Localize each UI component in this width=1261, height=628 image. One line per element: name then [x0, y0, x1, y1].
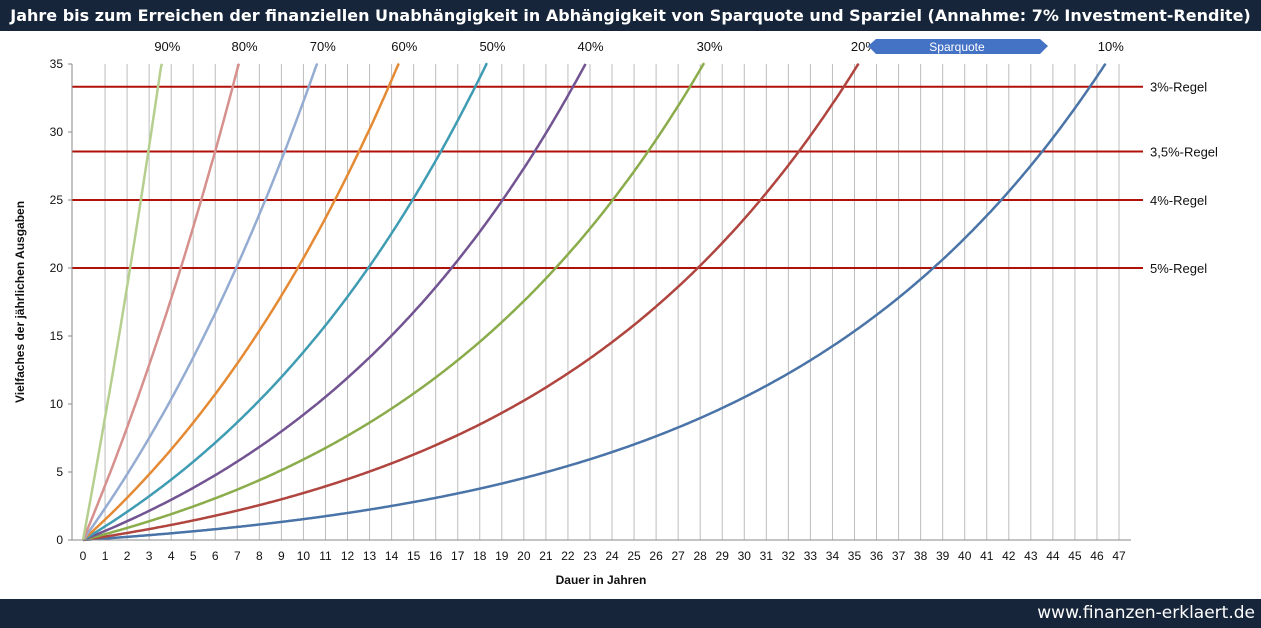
series-label: 90%: [154, 39, 180, 54]
x-tick-label: 6: [212, 549, 219, 563]
x-tick-label: 24: [605, 549, 619, 563]
series-line-40pct: [82, 63, 587, 542]
y-tick-label: 25: [50, 193, 64, 207]
series-line-70pct: [81, 62, 319, 541]
y-tick-label: 15: [50, 329, 64, 343]
x-tick-label: 42: [1002, 549, 1016, 563]
x-tick-label: 36: [870, 549, 884, 563]
x-tick-label: 9: [278, 549, 285, 563]
reference-lines: [72, 85, 1143, 269]
series-line-20pct: [82, 62, 860, 542]
series-line-90pct: [81, 63, 164, 541]
series-label: 10%: [1098, 39, 1124, 54]
axes: [68, 63, 1131, 541]
x-tick-label: 16: [429, 549, 443, 563]
series-line-50pct: [82, 62, 488, 542]
x-tick-label: 15: [407, 549, 421, 563]
series-label: 80%: [231, 39, 257, 54]
series-line-10pct: [82, 62, 1107, 542]
x-tick-label: 11: [319, 549, 332, 563]
gridlines: [104, 64, 1120, 540]
x-tick-label: 33: [804, 549, 818, 563]
x-tick-label: 27: [671, 549, 685, 563]
series-label: 30%: [697, 39, 723, 54]
x-tick-label: 37: [892, 549, 906, 563]
y-tick-label: 5: [56, 465, 63, 479]
x-tick-label: 17: [451, 549, 465, 563]
x-tick-label: 43: [1024, 549, 1038, 563]
labels: 0 1 2 3 4 5 6 7 8 9 10 11 12 13 14 15 16 17 18 19 20 21 22 23 24…: [50, 39, 1218, 563]
x-tick-label: 41: [980, 549, 994, 563]
y-tick-label: 20: [50, 261, 64, 275]
x-tick-label: 0: [80, 549, 87, 563]
series-label: 20%: [851, 39, 877, 54]
x-tick-label: 44: [1046, 549, 1060, 563]
x-tick-label: 5: [190, 549, 197, 563]
y-tick-label: 10: [50, 397, 64, 411]
x-tick-label: 26: [649, 549, 663, 563]
series-line-80pct: [81, 63, 241, 541]
y-tick-label: 0: [56, 533, 63, 547]
footer: www.finanzen-erklaert.de: [0, 599, 1261, 628]
x-tick-label: 28: [694, 549, 708, 563]
x-tick-label: 47: [1112, 549, 1126, 563]
x-tick-label: 2: [124, 549, 131, 563]
x-tick-label: 7: [234, 549, 241, 563]
y-tick-label: 35: [50, 57, 64, 71]
x-axis-title: Dauer in Jahren: [556, 573, 647, 587]
x-tick-label: 34: [826, 549, 840, 563]
x-tick-label: 19: [495, 549, 509, 563]
chart: 0 1 2 3 4 5 6 7 8 9 10 11 12 13 14 15 16 17 18 19 20 21 22 23 24…: [13, 39, 1218, 587]
x-tick-label: 40: [958, 549, 972, 563]
x-tick-label: 35: [848, 549, 862, 563]
x-tick-label: 23: [583, 549, 597, 563]
reference-line-label: 3,5%-Regel: [1150, 144, 1218, 159]
footer-site-link[interactable]: www.finanzen-erklaert.de: [1037, 603, 1255, 623]
y-axis-title: Vielfaches der jährlichen Ausgaben: [13, 201, 27, 403]
sparquote-annotation: Sparquote: [868, 39, 1048, 54]
series-line-30pct: [82, 62, 705, 542]
x-tick-label: 13: [363, 549, 377, 563]
x-tick-label: 25: [627, 549, 641, 563]
reference-line-label: 5%-Regel: [1150, 261, 1207, 276]
series-line-60pct: [82, 62, 400, 541]
sparquote-annotation-text: Sparquote: [929, 40, 985, 54]
x-tick-label: 3: [146, 549, 153, 563]
x-tick-label: 31: [760, 549, 774, 563]
series-label: 60%: [391, 39, 417, 54]
x-tick-label: 32: [782, 549, 796, 563]
x-tick-label: 8: [256, 549, 263, 563]
x-tick-label: 14: [385, 549, 399, 563]
x-tick-label: 18: [473, 549, 487, 563]
x-tick-label: 46: [1090, 549, 1104, 563]
x-tick-label: 45: [1068, 549, 1082, 563]
x-tick-label: 4: [168, 549, 175, 563]
reference-line-label: 4%-Regel: [1150, 193, 1207, 208]
x-tick-label: 10: [297, 549, 311, 563]
series-label: 40%: [578, 39, 604, 54]
x-tick-label: 38: [914, 549, 928, 563]
x-tick-label: 29: [716, 549, 730, 563]
series-label: 70%: [310, 39, 336, 54]
x-tick-label: 22: [561, 549, 575, 563]
reference-line-label: 3%-Regel: [1150, 80, 1207, 95]
series-lines: [81, 62, 1107, 542]
sparquote-arrow-shape: [868, 39, 1048, 54]
y-tick-label: 30: [50, 125, 64, 139]
x-tick-label: 20: [517, 549, 531, 563]
x-tick-label: 12: [341, 549, 355, 563]
x-tick-label: 1: [102, 549, 109, 563]
x-tick-label: 30: [738, 549, 752, 563]
x-tick-label: 39: [936, 549, 950, 563]
x-tick-label: 21: [539, 549, 553, 563]
chart-title: Jahre bis zum Erreichen der finanziellen…: [0, 0, 1261, 31]
series-label: 50%: [479, 39, 505, 54]
